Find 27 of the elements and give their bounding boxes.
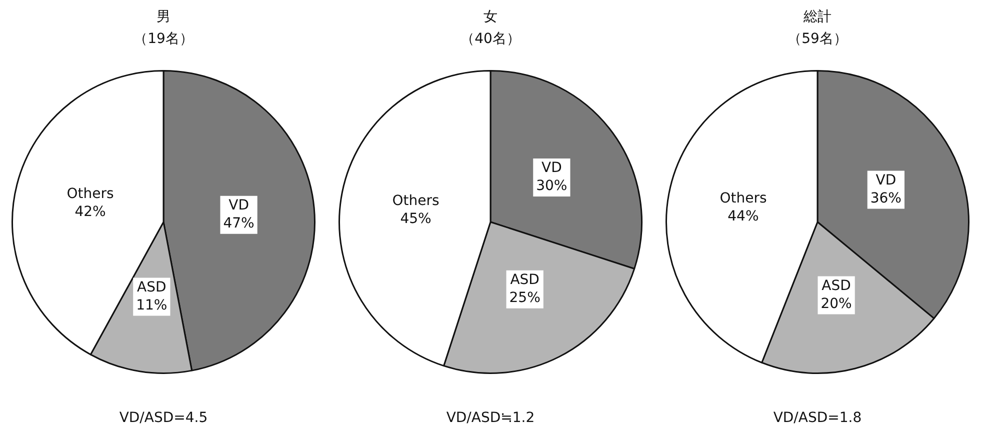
data-label: 45% <box>400 210 432 227</box>
chart-title: 男 <box>156 8 172 26</box>
data-label: 36% <box>870 190 902 206</box>
data-label: 20% <box>820 296 852 312</box>
slice-label: VD <box>542 160 562 176</box>
slice-label: Others <box>720 190 767 206</box>
text: VD/ASD≒1.2 <box>445 410 536 426</box>
text: VD/ASD=4.5 <box>118 410 209 426</box>
slice-label: ASD <box>822 278 851 294</box>
slice-label: VD <box>228 198 249 214</box>
slice-label: ASD <box>137 279 166 296</box>
slice-label: Others <box>392 192 440 209</box>
chart-title: 女 <box>482 8 498 26</box>
slice-label: ASD <box>510 272 540 288</box>
text: VD/ASD=1.8 <box>772 410 863 426</box>
chart-subtitle: （40名） <box>460 30 522 48</box>
slice-label: VD <box>876 172 896 188</box>
data-label: 47% <box>223 216 254 232</box>
data-label: 25% <box>509 290 540 306</box>
slice-label: Others <box>66 186 114 202</box>
chart-subtitle: （59名） <box>786 30 848 48</box>
chart-subtitle: （19名） <box>132 30 194 48</box>
data-label: 42% <box>74 204 106 220</box>
data-label: 44% <box>728 208 759 224</box>
data-label: 11% <box>136 297 168 314</box>
chart-title: 総計 <box>802 8 832 26</box>
data-label: 30% <box>536 178 568 194</box>
